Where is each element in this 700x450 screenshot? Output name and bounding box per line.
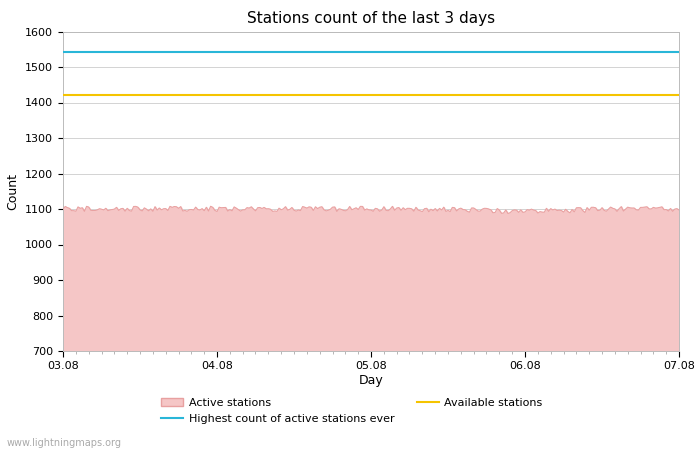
X-axis label: Day: Day	[358, 374, 384, 387]
Title: Stations count of the last 3 days: Stations count of the last 3 days	[247, 11, 495, 26]
Legend: Active stations, Highest count of active stations ever, Available stations: Active stations, Highest count of active…	[161, 398, 542, 423]
Text: www.lightningmaps.org: www.lightningmaps.org	[7, 438, 122, 448]
Y-axis label: Count: Count	[6, 173, 20, 210]
